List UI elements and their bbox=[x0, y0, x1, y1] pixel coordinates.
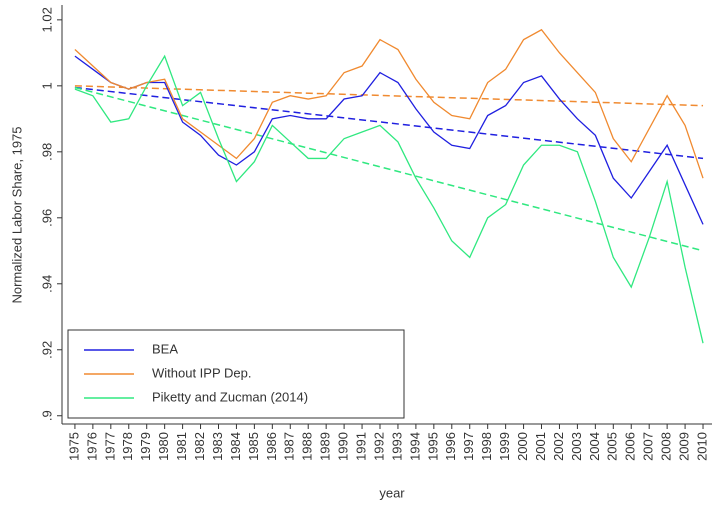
legend-label: Piketty and Zucman (2014) bbox=[152, 389, 308, 404]
x-tick-label: 1998 bbox=[479, 432, 494, 461]
x-tick-label: 1990 bbox=[336, 432, 351, 461]
x-tick-label: 1979 bbox=[138, 432, 153, 461]
x-tick-label: 1988 bbox=[300, 432, 315, 461]
x-tick-label: 1977 bbox=[102, 432, 117, 461]
x-tick-label: 2002 bbox=[551, 432, 566, 461]
legend-label: BEA bbox=[152, 341, 178, 356]
x-tick-label: 2000 bbox=[515, 432, 530, 461]
x-tick-label: 1993 bbox=[389, 432, 404, 461]
series-line bbox=[74, 55, 704, 225]
x-tick-label: 1992 bbox=[371, 432, 386, 461]
trend-line bbox=[74, 86, 704, 252]
x-tick-label: 1989 bbox=[318, 432, 333, 461]
y-tick-label: .98 bbox=[39, 143, 54, 161]
x-tick-label: 2007 bbox=[641, 432, 656, 461]
series-line bbox=[74, 28, 704, 179]
x-tick-label: 1980 bbox=[156, 432, 171, 461]
x-tick-label: 2003 bbox=[569, 432, 584, 461]
x-tick-label: 1999 bbox=[497, 432, 512, 461]
legend: BEA Without IPP Dep. Piketty and Zucman (2… bbox=[67, 329, 405, 419]
x-tick-label: 1976 bbox=[84, 432, 99, 461]
x-tick-label: 1983 bbox=[210, 432, 225, 461]
x-tick-label: 2004 bbox=[587, 432, 602, 461]
x-tick-label: 2005 bbox=[605, 432, 620, 461]
x-tick-label: 1991 bbox=[353, 432, 368, 461]
y-tick-label: .92 bbox=[39, 341, 54, 359]
x-tick-label: 1994 bbox=[407, 432, 422, 461]
x-tick-label: 2010 bbox=[694, 432, 709, 461]
x-tick-label: 1987 bbox=[282, 432, 297, 461]
x-tick-label: 1985 bbox=[246, 432, 261, 461]
y-tick-label: .96 bbox=[39, 209, 54, 227]
y-tick-label: .9 bbox=[39, 410, 54, 421]
x-tick-label: 1978 bbox=[120, 432, 135, 461]
series-line bbox=[74, 54, 704, 344]
x-axis-label: year bbox=[379, 485, 405, 500]
legend-label: Without IPP Dep. bbox=[152, 365, 251, 380]
x-tick-label: 2001 bbox=[533, 432, 548, 461]
trend-line bbox=[74, 85, 704, 107]
x-tick-label: 2008 bbox=[659, 432, 674, 461]
y-tick-label: .94 bbox=[39, 275, 54, 293]
x-tick-label: 1981 bbox=[174, 432, 189, 461]
x-tick-label: 1975 bbox=[66, 432, 81, 461]
x-tick-label: 1996 bbox=[443, 432, 458, 461]
x-tick-label: 1995 bbox=[425, 432, 440, 461]
y-tick-label: 1.02 bbox=[39, 7, 54, 32]
x-tick-label: 2009 bbox=[677, 432, 692, 461]
x-tick-label: 1986 bbox=[264, 432, 279, 461]
trend-line bbox=[74, 86, 704, 160]
y-tick-label: 1 bbox=[39, 82, 54, 89]
x-tick-label: 1997 bbox=[461, 432, 476, 461]
x-tick-label: 2006 bbox=[623, 432, 638, 461]
x-tick-label: 1982 bbox=[192, 432, 207, 461]
y-axis-label: Normalized Labor Share, 1975 bbox=[9, 126, 24, 303]
x-tick-label: 1984 bbox=[228, 432, 243, 461]
